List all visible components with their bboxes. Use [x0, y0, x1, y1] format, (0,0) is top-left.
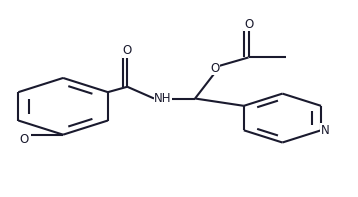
Text: O: O [19, 133, 29, 146]
Text: O: O [210, 62, 219, 75]
Text: O: O [123, 44, 132, 57]
Text: N: N [321, 124, 330, 137]
Text: O: O [244, 18, 253, 31]
Text: NH: NH [154, 92, 172, 105]
